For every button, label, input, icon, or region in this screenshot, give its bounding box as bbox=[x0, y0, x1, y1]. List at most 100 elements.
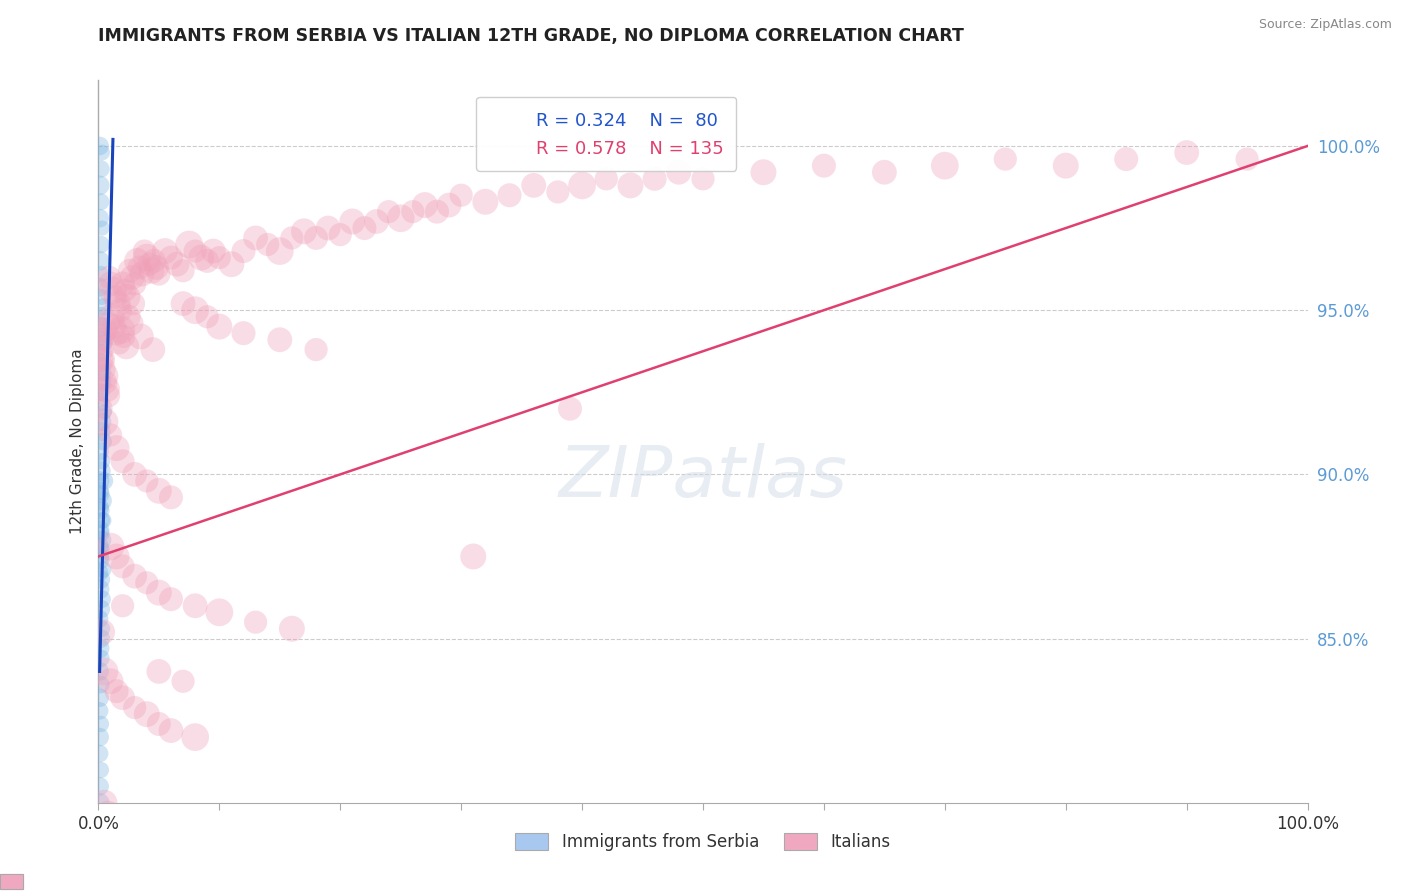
Point bbox=[389, 211, 412, 226]
Point bbox=[148, 267, 170, 281]
Point bbox=[89, 878, 111, 892]
Point bbox=[89, 356, 111, 370]
Point bbox=[129, 329, 152, 343]
Point bbox=[195, 310, 218, 324]
Point bbox=[111, 599, 134, 613]
Point bbox=[122, 296, 145, 310]
Point bbox=[934, 159, 956, 173]
Point bbox=[118, 310, 141, 324]
Point bbox=[135, 707, 157, 722]
Point bbox=[90, 549, 112, 564]
Point bbox=[117, 290, 139, 304]
Point bbox=[142, 343, 165, 357]
Point bbox=[91, 513, 114, 527]
Point bbox=[90, 526, 112, 541]
Point bbox=[523, 178, 546, 193]
Point bbox=[100, 277, 122, 291]
Point bbox=[91, 454, 114, 468]
Point bbox=[184, 244, 207, 258]
Point bbox=[120, 316, 142, 330]
Point bbox=[1054, 159, 1077, 173]
Point bbox=[571, 178, 593, 193]
Point bbox=[135, 251, 157, 265]
Point bbox=[184, 599, 207, 613]
Point bbox=[101, 284, 124, 298]
Point bbox=[450, 188, 472, 202]
Point bbox=[135, 575, 157, 590]
Point bbox=[752, 165, 775, 179]
Point bbox=[184, 303, 207, 318]
Point bbox=[89, 704, 111, 718]
Point bbox=[134, 244, 156, 258]
Point bbox=[426, 204, 449, 219]
Point bbox=[91, 513, 114, 527]
Point bbox=[994, 152, 1017, 166]
Point bbox=[89, 319, 111, 334]
Point bbox=[89, 665, 111, 679]
Point bbox=[148, 585, 170, 599]
Point bbox=[172, 296, 194, 310]
Point bbox=[90, 602, 112, 616]
Point bbox=[93, 368, 115, 383]
Point bbox=[437, 198, 460, 212]
Point bbox=[184, 730, 207, 744]
Point bbox=[89, 641, 111, 656]
Point bbox=[90, 267, 112, 281]
Point bbox=[190, 251, 212, 265]
Point bbox=[91, 145, 114, 160]
Point bbox=[353, 221, 375, 235]
Point bbox=[97, 316, 120, 330]
Point bbox=[127, 254, 149, 268]
Point bbox=[160, 491, 183, 505]
Point bbox=[305, 231, 328, 245]
Point bbox=[105, 549, 128, 564]
Point bbox=[100, 815, 122, 830]
Point bbox=[172, 674, 194, 689]
Point bbox=[89, 280, 111, 294]
Point bbox=[89, 483, 111, 498]
Point bbox=[89, 500, 111, 515]
Point bbox=[292, 224, 315, 238]
Point bbox=[256, 237, 278, 252]
Point bbox=[112, 329, 135, 343]
Point bbox=[90, 717, 112, 731]
Point bbox=[93, 405, 115, 419]
Point bbox=[91, 376, 114, 390]
Point bbox=[107, 296, 129, 310]
Point bbox=[245, 615, 267, 630]
Point bbox=[105, 441, 128, 455]
Point bbox=[89, 395, 111, 409]
Point bbox=[118, 264, 141, 278]
Point bbox=[111, 277, 134, 291]
Point bbox=[619, 178, 641, 193]
Point bbox=[91, 352, 114, 367]
Text: Source: ZipAtlas.com: Source: ZipAtlas.com bbox=[1258, 18, 1392, 31]
Point bbox=[138, 257, 160, 271]
Point bbox=[124, 277, 146, 291]
Point bbox=[115, 339, 138, 353]
Point bbox=[90, 464, 112, 478]
Point bbox=[89, 862, 111, 876]
Point bbox=[269, 244, 291, 258]
Point bbox=[90, 310, 112, 324]
Point bbox=[153, 244, 176, 258]
Point bbox=[103, 319, 125, 334]
Point bbox=[316, 221, 339, 235]
Point bbox=[89, 211, 111, 226]
Point bbox=[558, 401, 581, 416]
Point bbox=[377, 204, 399, 219]
Point bbox=[90, 543, 112, 558]
Point bbox=[89, 401, 111, 416]
Point bbox=[93, 796, 115, 810]
Point bbox=[90, 763, 112, 777]
Point bbox=[89, 178, 111, 193]
Point bbox=[110, 323, 132, 337]
Point bbox=[91, 362, 114, 376]
Point bbox=[91, 592, 114, 607]
Point bbox=[111, 454, 134, 468]
Point bbox=[89, 582, 111, 597]
Point bbox=[1175, 145, 1198, 160]
Point bbox=[114, 284, 136, 298]
Point bbox=[160, 723, 183, 738]
Point bbox=[90, 573, 112, 587]
